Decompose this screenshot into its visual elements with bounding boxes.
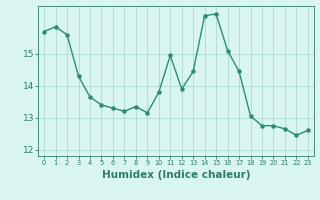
X-axis label: Humidex (Indice chaleur): Humidex (Indice chaleur) xyxy=(102,170,250,180)
